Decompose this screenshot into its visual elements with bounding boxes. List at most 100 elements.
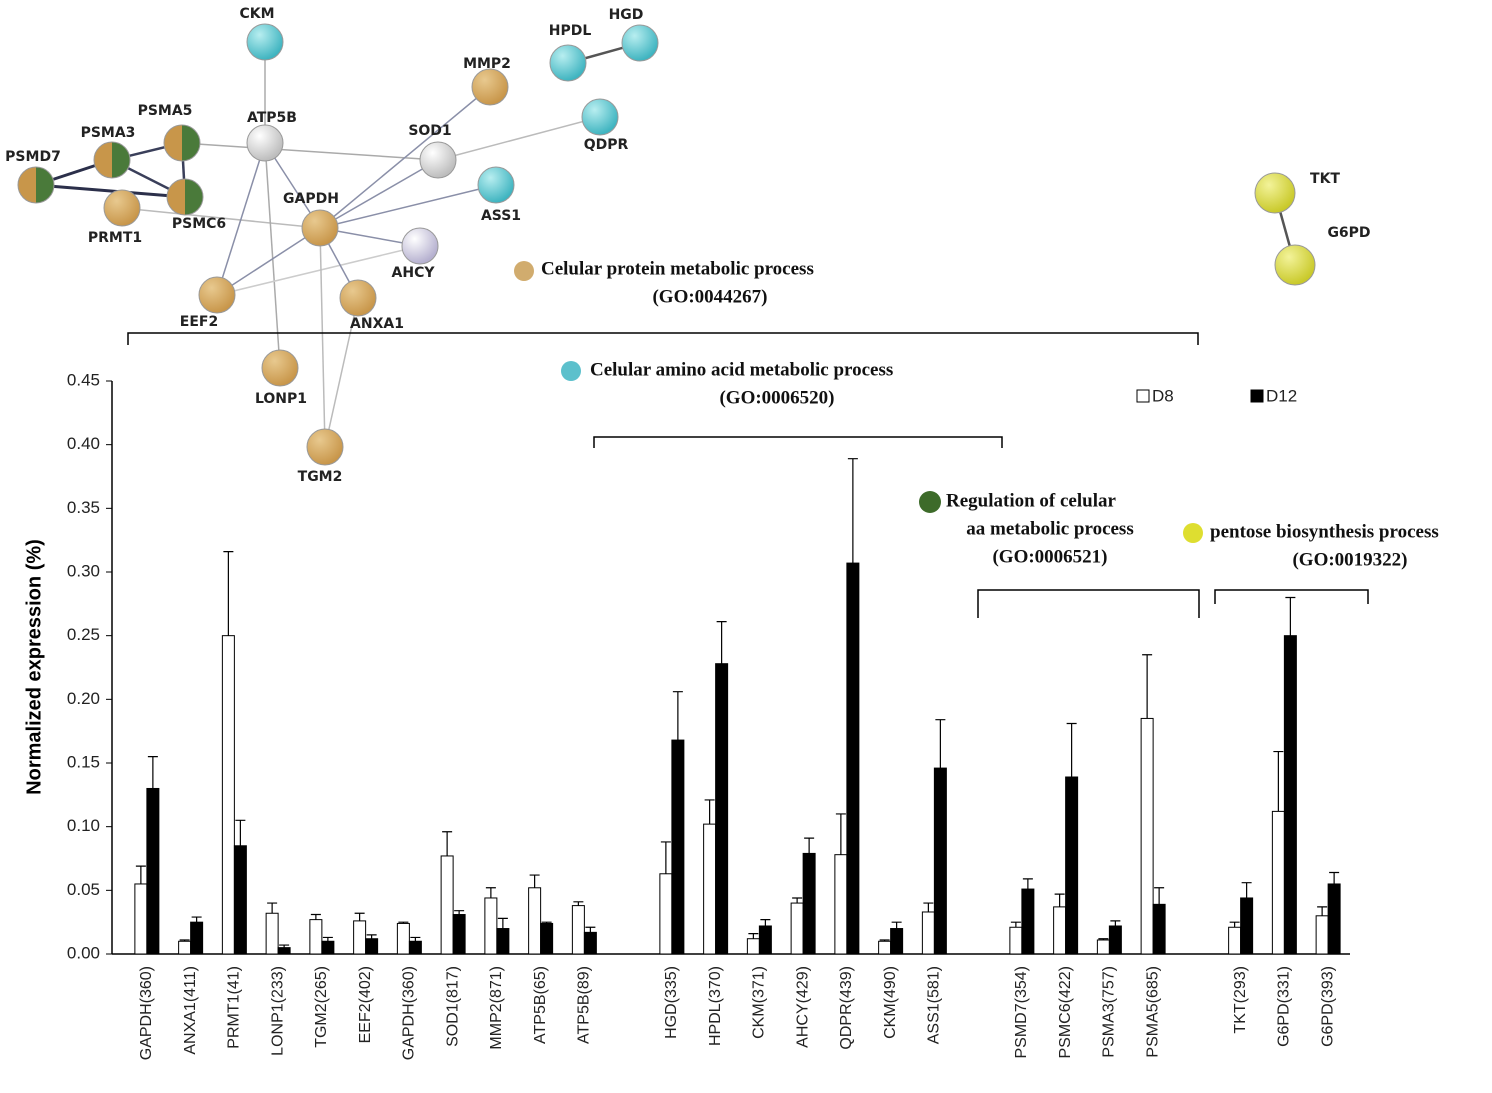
x-tick-label: GAPDH(360) [401, 966, 418, 1060]
bar [834, 854, 848, 955]
error-bar [835, 813, 846, 855]
node-label: QDPR [584, 137, 629, 153]
node [103, 189, 141, 227]
annotation: (GO:0006521) [992, 546, 1107, 567]
node-label: HPDL [549, 23, 592, 39]
bar [921, 911, 935, 955]
x-tick-label: ANXA1(411) [182, 966, 199, 1055]
error-bar [366, 934, 377, 939]
node [581, 98, 619, 136]
node-label: PSMD7 [5, 149, 61, 165]
y-tick-label: 0.10 [67, 816, 100, 835]
bar [583, 931, 597, 955]
node-label: ASS1 [481, 208, 521, 224]
bracket [127, 332, 1199, 345]
bar [233, 845, 247, 955]
legend-swatch [1136, 389, 1150, 403]
bar [1315, 915, 1329, 955]
error-bar [585, 926, 596, 933]
node [1254, 172, 1296, 214]
error-bar [529, 874, 540, 888]
bar [134, 883, 148, 955]
bar [265, 912, 279, 955]
node-label: PSMA5 [138, 103, 193, 119]
bar [277, 947, 291, 955]
error-bar [1317, 906, 1328, 916]
y-tick-label: 0.15 [67, 752, 100, 771]
x-tick-label: TGM2(265) [313, 966, 330, 1048]
node-label: TKT [1310, 171, 1340, 187]
error-bar [442, 831, 453, 856]
node-label: LONP1 [255, 391, 307, 407]
node [246, 23, 284, 61]
error-bar [792, 897, 803, 904]
error-bar [223, 551, 234, 636]
bar [1053, 906, 1067, 955]
bar [484, 897, 498, 955]
error-bar [1098, 938, 1109, 940]
error-bar [1273, 750, 1284, 812]
error-bar [1285, 596, 1296, 636]
error-bar [1022, 878, 1033, 890]
annotation: pentose biosynthesis process [1210, 521, 1439, 542]
node [93, 141, 131, 179]
annotation: aa metabolic process [966, 518, 1133, 539]
x-tick-label: PSMA3(757) [1101, 966, 1118, 1058]
bar [353, 920, 367, 955]
error-bar [672, 691, 683, 741]
go-dot [561, 361, 581, 381]
go-dot [514, 261, 534, 281]
error-bar [891, 921, 902, 929]
y-axis-label: Normalized expression (%) [23, 539, 45, 795]
bar [878, 940, 892, 955]
y-tick-label: 0.25 [67, 625, 100, 644]
y-tick-label: 0.30 [67, 561, 100, 580]
bar [1140, 717, 1154, 955]
x-tick-label: ATP5B(65) [532, 966, 549, 1044]
x-tick-label: PSMA5(685) [1144, 966, 1161, 1058]
node [477, 166, 515, 204]
annotation: Regulation of celular [946, 490, 1116, 511]
legend-label: D12 [1266, 386, 1297, 405]
bar [1009, 926, 1023, 955]
y-tick-label: 0.05 [67, 880, 100, 899]
bar [1271, 810, 1285, 955]
network-labels: CKM HPDL HGD MMP2 QDPR PSMA5 ATP5B SOD1 … [5, 6, 1370, 485]
bar [365, 938, 379, 955]
node [198, 276, 236, 314]
node [471, 68, 509, 106]
bar [190, 921, 204, 955]
bar [309, 919, 323, 955]
node [401, 227, 439, 265]
error-bar [660, 841, 671, 874]
bar [396, 922, 410, 955]
bracket [977, 589, 1200, 618]
network-nodes [17, 23, 1316, 466]
x-tick-label: LONP1(233) [269, 966, 286, 1056]
error-bar [935, 719, 946, 769]
go-annotations: Celular protein metabolic process (GO:00… [127, 258, 1439, 618]
bar [408, 940, 422, 955]
bar [1240, 897, 1254, 955]
node-label: ATP5B [247, 110, 297, 126]
x-tick-label: AHCY(429) [794, 966, 811, 1048]
node-label: EEF2 [180, 314, 218, 330]
error-bar [879, 939, 890, 942]
node-label: AHCY [392, 265, 436, 281]
node-label: PSMA3 [81, 125, 136, 141]
annotation: (GO:0044267) [652, 286, 767, 307]
node-label: G6PD [1327, 225, 1370, 241]
bar [758, 925, 772, 955]
bar [703, 823, 717, 955]
bar [746, 938, 760, 955]
error-bar [454, 910, 465, 915]
bar [1327, 883, 1341, 955]
x-tick-label: PSMC6(422) [1057, 966, 1074, 1058]
y-tick-label: 0.20 [67, 689, 100, 708]
node [339, 279, 377, 317]
node-label: PRMT1 [88, 230, 142, 246]
node-label: GAPDH [283, 191, 339, 207]
bar [659, 873, 673, 955]
bar [1283, 635, 1297, 955]
bar [440, 855, 454, 955]
